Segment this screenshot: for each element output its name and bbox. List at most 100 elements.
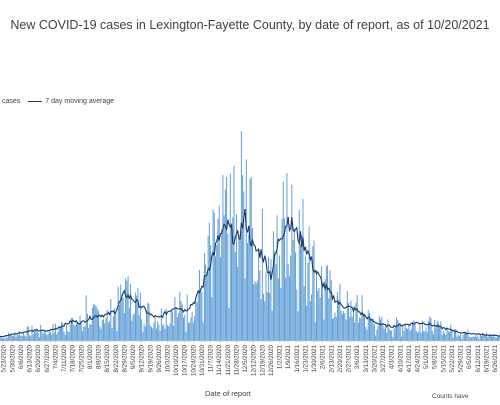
x-tick-label: 1/23/2021: [302, 344, 309, 372]
case-bar: [490, 335, 492, 341]
case-bar: [274, 250, 276, 341]
chart-legend: cases 7 day moving average: [0, 98, 114, 105]
case-bar: [346, 291, 348, 341]
case-bar: [446, 327, 448, 341]
case-bar: [284, 218, 285, 341]
case-bar: [419, 323, 421, 341]
case-bar: [429, 316, 431, 341]
case-bar: [351, 316, 353, 341]
case-bar: [223, 215, 225, 341]
case-bar: [50, 331, 51, 341]
x-tick-label: 3/27/2021: [380, 344, 387, 372]
case-bar: [423, 331, 425, 341]
case-bar: [123, 313, 125, 341]
case-bar: [456, 336, 458, 341]
x-tick-label: 6/5/2021: [466, 344, 473, 369]
case-bar: [399, 324, 401, 341]
x-tick-label: 6/20/2020: [35, 344, 42, 372]
case-bar: [397, 320, 399, 341]
case-bar: [82, 331, 83, 341]
case-bar: [34, 331, 35, 341]
case-bar: [434, 320, 436, 341]
case-bar: [157, 321, 159, 341]
case-bar: [248, 235, 250, 341]
case-bar: [468, 336, 470, 341]
case-bar: [362, 313, 364, 341]
case-bar: [181, 304, 183, 341]
case-bar: [332, 318, 333, 341]
case-bar: [159, 330, 161, 341]
case-bar: [93, 304, 95, 341]
case-bar: [232, 217, 234, 341]
x-tick-label: 5/23/2020: [1, 344, 8, 372]
case-bar: [495, 337, 497, 341]
case-bar: [162, 325, 164, 341]
case-bar: [21, 335, 23, 341]
case-bar: [152, 328, 154, 341]
case-bar: [47, 333, 49, 341]
case-bar: [205, 264, 207, 341]
case-bar: [168, 326, 170, 341]
case-bar: [403, 330, 405, 341]
x-tick-label: 7/25/2020: [78, 344, 85, 372]
chart-title: New COVID-19 cases in Lexington-Fayette …: [10, 18, 490, 32]
case-bar: [380, 319, 382, 341]
case-bar: [30, 335, 32, 341]
case-bar: [360, 318, 362, 341]
case-bar: [244, 278, 246, 341]
case-bar: [426, 332, 428, 341]
case-bar: [396, 317, 398, 341]
case-bar: [15, 336, 17, 341]
case-bar: [40, 324, 42, 341]
case-bar: [270, 258, 272, 341]
x-tick-label: 7/18/2020: [70, 344, 77, 372]
case-bar: [329, 270, 331, 341]
case-bar: [131, 320, 133, 341]
case-bar: [271, 310, 273, 341]
case-bar: [277, 277, 279, 341]
case-bar: [462, 335, 464, 341]
case-bar: [477, 335, 479, 341]
case-bar: [291, 184, 293, 341]
case-bar: [264, 301, 266, 341]
case-bar: [112, 316, 114, 341]
case-bar: [142, 332, 144, 341]
case-bar: [255, 283, 257, 341]
case-bar: [146, 310, 148, 341]
case-bar: [41, 331, 43, 341]
case-bar: [450, 324, 452, 341]
case-bar: [24, 335, 26, 341]
case-bar: [421, 320, 423, 341]
case-bar: [301, 234, 303, 341]
case-bar: [29, 335, 31, 341]
case-bar: [449, 332, 450, 341]
case-bar: [173, 325, 175, 341]
case-bar: [147, 302, 149, 341]
case-bar: [439, 325, 441, 341]
case-bar: [187, 322, 189, 341]
case-bar: [170, 310, 172, 341]
case-bar: [349, 316, 351, 341]
x-axis-label: Date of report: [205, 389, 251, 398]
case-bar: [469, 337, 471, 341]
case-bar: [165, 309, 167, 341]
x-tick-label: 8/15/2020: [104, 344, 111, 372]
case-bar: [189, 322, 191, 341]
case-bar: [20, 335, 22, 341]
case-bar: [175, 307, 177, 341]
case-bar: [297, 311, 299, 341]
case-bar: [13, 335, 15, 341]
case-bar: [343, 311, 345, 341]
case-bar: [316, 270, 317, 341]
case-bar: [373, 324, 375, 341]
case-bar: [295, 252, 297, 341]
case-bar: [314, 322, 316, 341]
case-bar: [101, 320, 103, 341]
case-bar: [118, 305, 120, 341]
case-bar: [224, 189, 226, 341]
case-bar: [481, 335, 483, 341]
case-bar: [472, 336, 474, 341]
case-bar: [53, 332, 55, 341]
case-bar: [144, 326, 146, 341]
case-bar: [179, 292, 181, 341]
